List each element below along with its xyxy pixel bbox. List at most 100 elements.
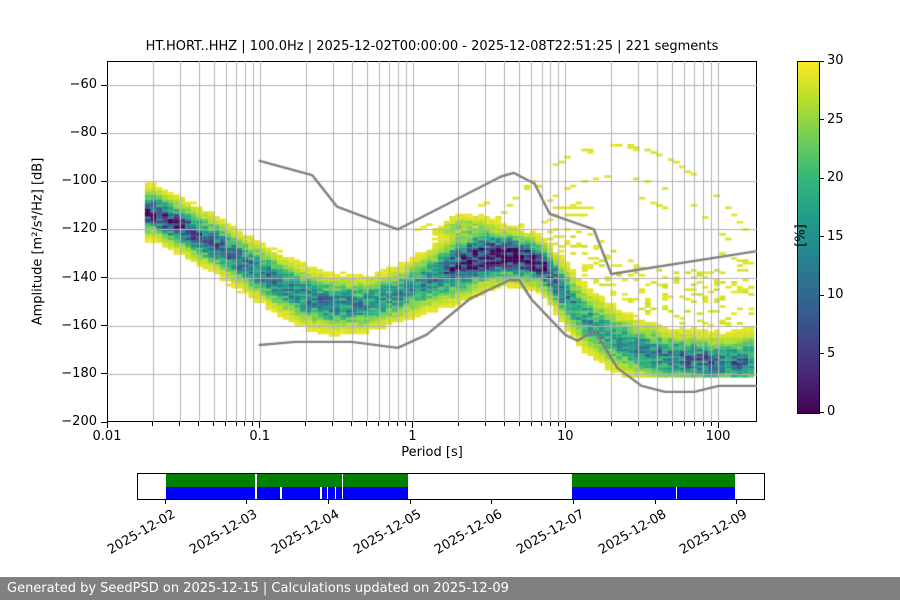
colorbar-tick-label: 5 bbox=[827, 345, 836, 361]
y-tick-label: −200 bbox=[61, 414, 97, 429]
timeline-tick bbox=[736, 500, 738, 504]
timeline-date-label: 2025-12-05 bbox=[350, 507, 424, 558]
x-minor-tick bbox=[710, 422, 712, 426]
y-tick-label: −60 bbox=[69, 77, 97, 93]
timeline-green-segment bbox=[572, 474, 735, 487]
timeline-tick bbox=[246, 500, 248, 504]
colorbar-tick bbox=[820, 353, 824, 354]
x-minor-tick bbox=[332, 422, 334, 426]
footer-bar: Generated by SeedPSD on 2025-12-15 | Cal… bbox=[0, 577, 900, 600]
colorbar-tick bbox=[820, 177, 824, 179]
x-major-tick bbox=[259, 422, 261, 428]
y-major-tick bbox=[101, 277, 107, 279]
x-major-tick bbox=[106, 422, 108, 428]
x-minor-tick bbox=[693, 422, 695, 426]
x-axis-label: Period [s] bbox=[401, 445, 463, 460]
x-minor-tick bbox=[518, 422, 520, 426]
colorbar-tick bbox=[820, 119, 824, 120]
x-minor-tick bbox=[388, 422, 390, 426]
x-minor-tick bbox=[305, 422, 307, 426]
colorbar-tick bbox=[820, 294, 824, 296]
x-major-tick bbox=[717, 422, 719, 428]
colorbar-label: [%] bbox=[793, 224, 809, 247]
timeline-tick bbox=[491, 500, 493, 504]
timeline-date-label: 2025-12-08 bbox=[595, 507, 669, 558]
x-minor-tick bbox=[405, 422, 406, 426]
colorbar-tick bbox=[820, 411, 824, 413]
timeline-blue-segment bbox=[677, 486, 735, 499]
ppsd-heatmap-canvas bbox=[107, 61, 757, 422]
x-minor-tick bbox=[225, 422, 227, 426]
timeline-blue-segment bbox=[328, 486, 335, 499]
plot-title: HT.HORT..HHZ | 100.0Hz | 2025-12-02T00:0… bbox=[145, 39, 719, 54]
timeline-date-label: 2025-12-09 bbox=[677, 507, 751, 558]
x-minor-tick bbox=[610, 422, 612, 426]
x-minor-tick bbox=[397, 422, 399, 426]
footer-text: Generated by SeedPSD on 2025-12-15 | Cal… bbox=[7, 581, 509, 596]
x-minor-tick bbox=[637, 422, 639, 426]
x-minor-tick bbox=[683, 422, 685, 426]
x-minor-tick bbox=[671, 422, 673, 426]
timeline-blue-segment bbox=[572, 486, 676, 499]
colorbar-tick-label: 20 bbox=[827, 170, 844, 185]
timeline-date-label: 2025-12-02 bbox=[105, 507, 179, 558]
x-minor-tick bbox=[179, 422, 181, 426]
timeline-blue-segment bbox=[336, 486, 342, 499]
x-minor-tick bbox=[656, 422, 658, 426]
timeline-date-label: 2025-12-03 bbox=[187, 507, 261, 558]
x-tick-label: 0.01 bbox=[92, 429, 122, 444]
x-minor-tick bbox=[702, 422, 704, 426]
y-tick-label: −180 bbox=[61, 365, 97, 381]
timeline-tick bbox=[409, 500, 411, 504]
x-minor-tick bbox=[484, 422, 486, 426]
x-minor-tick bbox=[198, 422, 200, 426]
timeline-blue-segment bbox=[256, 486, 280, 499]
x-minor-tick bbox=[378, 422, 380, 426]
y-tick-label: −160 bbox=[61, 317, 97, 333]
x-minor-tick bbox=[235, 422, 237, 426]
coverage-timeline bbox=[137, 473, 765, 500]
timeline-green-segment bbox=[343, 474, 409, 487]
timeline-blue-segment bbox=[165, 486, 256, 499]
timeline-tick bbox=[327, 500, 329, 504]
x-tick-label: 0.1 bbox=[249, 429, 271, 444]
y-major-tick bbox=[101, 373, 107, 375]
x-minor-tick bbox=[530, 422, 532, 426]
x-minor-tick bbox=[244, 422, 246, 426]
y-tick-label: −80 bbox=[69, 125, 97, 141]
x-minor-tick bbox=[152, 422, 154, 426]
y-major-tick bbox=[101, 84, 107, 86]
y-major-tick bbox=[101, 132, 107, 134]
y-major-tick bbox=[101, 180, 107, 182]
timeline-blue-segment bbox=[321, 486, 328, 499]
y-tick-label: −100 bbox=[61, 173, 97, 189]
y-major-tick bbox=[101, 228, 107, 230]
timeline-tick bbox=[573, 500, 575, 504]
timeline-date-label: 2025-12-06 bbox=[432, 507, 506, 558]
colorbar-tick-label: 0 bbox=[827, 404, 836, 419]
timeline-tick bbox=[164, 500, 166, 504]
colorbar-tick bbox=[820, 236, 824, 237]
y-major-tick bbox=[101, 421, 107, 423]
timeline-blue-segment bbox=[343, 486, 409, 499]
y-major-tick bbox=[101, 325, 107, 327]
colorbar-tick-label: 30 bbox=[827, 53, 844, 68]
x-minor-tick bbox=[252, 422, 254, 426]
x-major-tick bbox=[412, 422, 413, 428]
colorbar bbox=[797, 61, 820, 414]
y-tick-label: −120 bbox=[61, 221, 97, 237]
colorbar-tick bbox=[820, 60, 824, 62]
x-minor-tick bbox=[557, 422, 559, 426]
y-tick-label: −140 bbox=[61, 269, 97, 285]
timeline-blue-segment bbox=[281, 486, 321, 499]
x-tick-label: 100 bbox=[705, 429, 731, 444]
timeline-green-segment bbox=[165, 474, 256, 487]
x-minor-tick bbox=[213, 422, 215, 426]
timeline-date-label: 2025-12-04 bbox=[269, 507, 342, 558]
x-tick-label: 1 bbox=[408, 429, 417, 444]
x-minor-tick bbox=[541, 422, 543, 426]
timeline-date-label: 2025-12-07 bbox=[514, 507, 588, 558]
timeline-green-segment bbox=[256, 474, 342, 487]
x-minor-tick bbox=[366, 422, 368, 426]
x-major-tick bbox=[564, 422, 566, 428]
